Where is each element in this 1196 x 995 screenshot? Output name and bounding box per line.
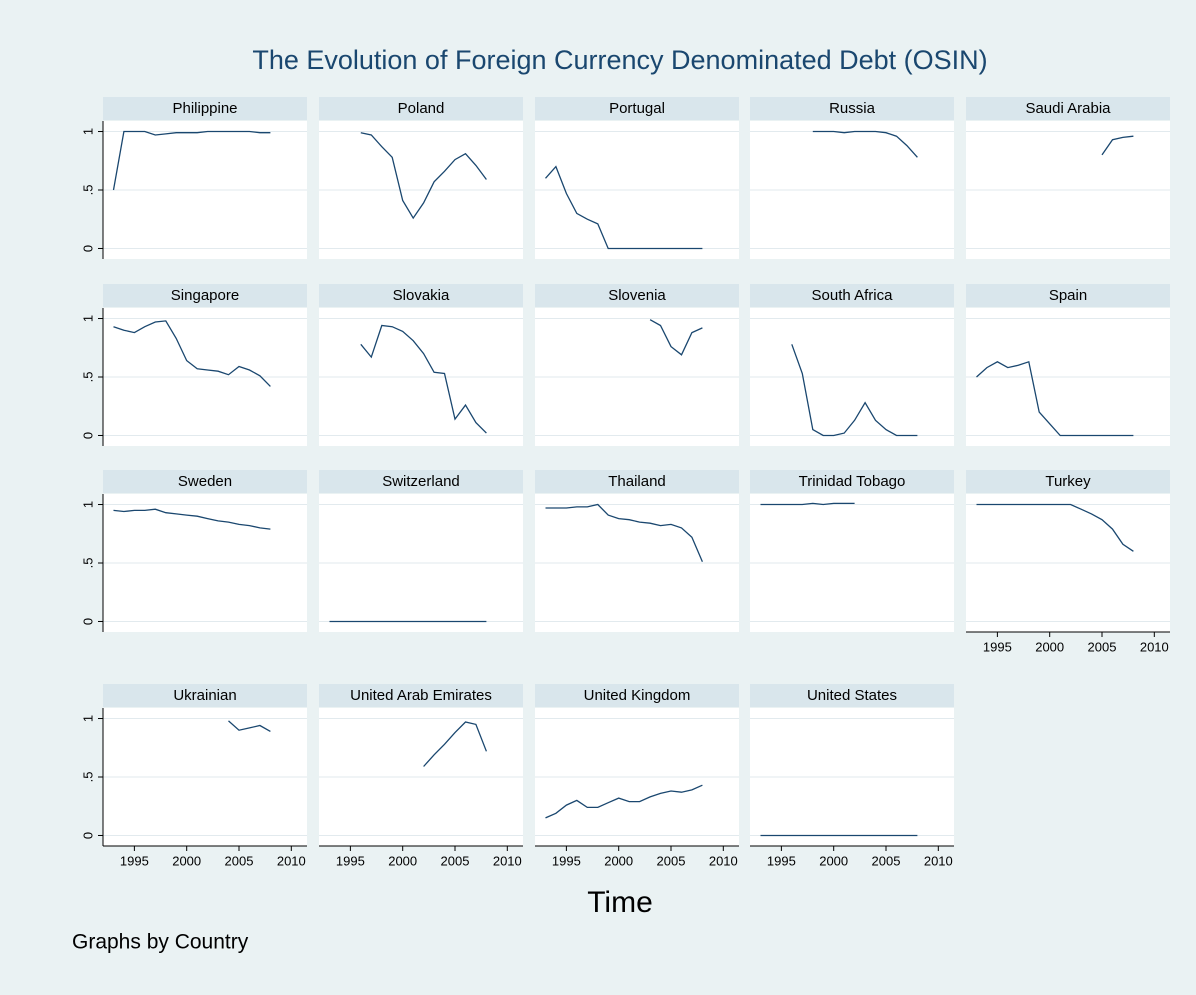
panel-title: Poland (398, 100, 445, 117)
x-tick-label: 2010 (277, 853, 306, 868)
x-tick-label: 2010 (924, 853, 953, 868)
x-tick-label: 2000 (1035, 639, 1064, 654)
y-tick-label: .5 (80, 772, 95, 783)
panel-header (535, 284, 739, 307)
series-line (112, 130, 271, 191)
series-line (545, 165, 703, 250)
panel-title: Singapore (171, 287, 239, 304)
series-line (760, 502, 855, 506)
x-tick-label: 2000 (819, 853, 848, 868)
panel-title: Spain (1049, 287, 1087, 304)
panel-header (750, 97, 954, 120)
x-tick-label: 2005 (225, 853, 254, 868)
panel-title: United Arab Emirates (350, 687, 492, 704)
panel-header (319, 284, 523, 307)
y-tick-label: 1 (80, 715, 95, 722)
x-tick-label: 2005 (441, 853, 470, 868)
x-tick-label: 2005 (1088, 639, 1117, 654)
series-line (545, 503, 703, 563)
series-line (812, 130, 918, 158)
x-tick-label: 2000 (604, 853, 633, 868)
x-tick-label: 2010 (493, 853, 522, 868)
panel-header (535, 97, 739, 120)
y-tick-label: 1 (80, 501, 95, 508)
series-line (791, 344, 918, 437)
panel-header (319, 684, 523, 707)
x-tick-label: 2000 (388, 853, 417, 868)
panel-header (535, 470, 739, 493)
x-tick-label: 2010 (709, 853, 738, 868)
chart-title: The Evolution of Foreign Currency Denomi… (252, 45, 987, 75)
x-tick-label: 1995 (336, 853, 365, 868)
series-line (228, 720, 271, 732)
panel-title: Switzerland (382, 473, 460, 490)
x-tick-label: 1995 (120, 853, 149, 868)
panel-header (103, 684, 307, 707)
x-tick-label: 2000 (172, 853, 201, 868)
panel-title: Turkey (1045, 473, 1091, 490)
y-tick-label: 0 (80, 618, 95, 625)
series-line (976, 360, 1134, 437)
x-tick-label: 2005 (657, 853, 686, 868)
y-tick-label: .5 (80, 372, 95, 383)
panel-title: Slovakia (393, 287, 450, 304)
x-axis-label: Time (587, 886, 653, 919)
y-tick-label: 1 (80, 315, 95, 322)
panel-title: United States (807, 687, 897, 704)
panel-title: Russia (829, 100, 876, 117)
panel-title: Thailand (608, 473, 666, 490)
series-line (423, 721, 488, 767)
x-tick-label: 1995 (767, 853, 796, 868)
panel-header (535, 684, 739, 707)
y-tick-label: 0 (80, 832, 95, 839)
x-tick-label: 1995 (552, 853, 581, 868)
series-line (360, 132, 487, 220)
y-tick-label: 0 (80, 432, 95, 439)
panel-title: Sweden (178, 473, 232, 490)
panel-title: Ukrainian (173, 687, 236, 704)
y-tick-label: .5 (80, 185, 95, 196)
note: Graphs by Country (72, 931, 249, 954)
series-line (113, 508, 271, 530)
panel-header (319, 470, 523, 493)
y-tick-label: 1 (80, 128, 95, 135)
panel-header (750, 684, 954, 707)
panel-header (103, 284, 307, 307)
x-tick-label: 1995 (983, 639, 1012, 654)
panel-header (966, 97, 1170, 120)
series-line (113, 320, 271, 387)
panel-header (319, 97, 523, 120)
panel-header (750, 284, 954, 307)
x-tick-label: 2010 (1140, 639, 1169, 654)
x-tick-label: 2005 (872, 853, 901, 868)
y-tick-label: 0 (80, 245, 95, 252)
series-line (649, 319, 703, 356)
panel-header (750, 470, 954, 493)
panel-title: United Kingdom (584, 687, 691, 704)
panel-title: Trinidad Tobago (799, 473, 906, 490)
series-line (1101, 135, 1134, 156)
series-line (976, 503, 1134, 552)
y-tick-label: .5 (80, 558, 95, 569)
panel-title: Slovenia (608, 287, 666, 304)
panel-header (103, 470, 307, 493)
series-line (360, 324, 487, 434)
series-line (545, 784, 703, 819)
panel-title: Saudi Arabia (1025, 100, 1111, 117)
panel-title: South Africa (812, 287, 894, 304)
panel-header (966, 284, 1170, 307)
panel-title: Portugal (609, 100, 665, 117)
panel-header (103, 97, 307, 120)
panel-title: Philippine (172, 100, 237, 117)
panel-header (966, 470, 1170, 493)
